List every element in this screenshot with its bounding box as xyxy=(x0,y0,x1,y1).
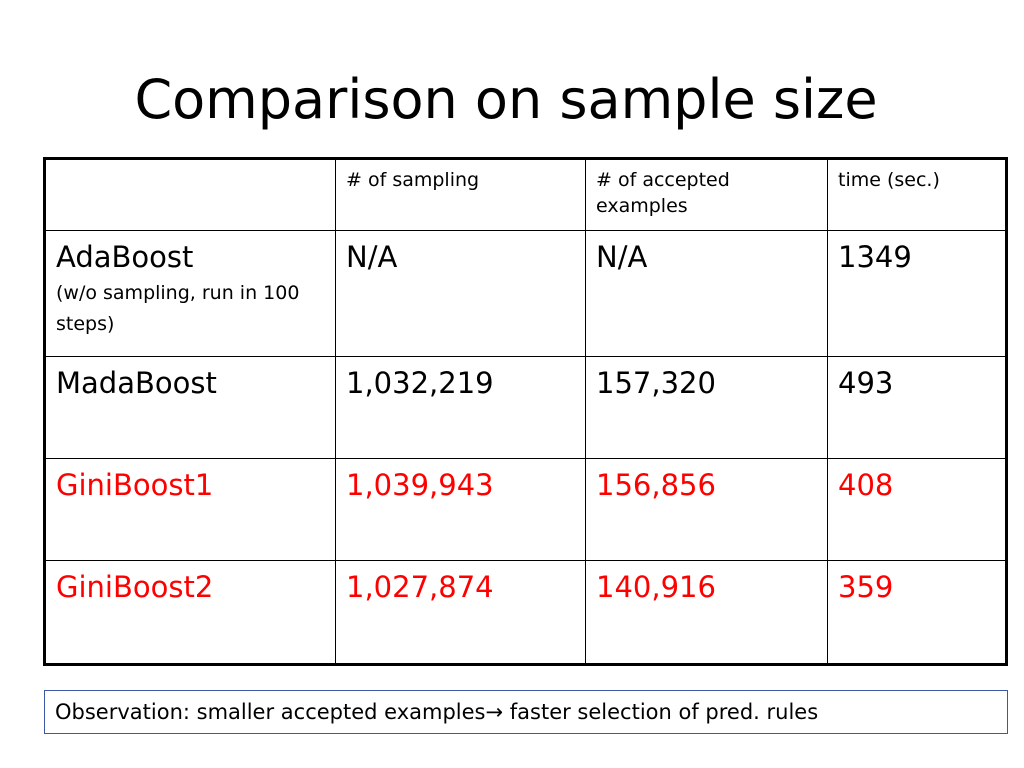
sampling-cell: 1,032,219 xyxy=(335,356,586,459)
accepted-cell: 156,856 xyxy=(585,458,828,561)
comparison-table: # of sampling # of accepted examples tim… xyxy=(43,157,1008,666)
method-cell: MadaBoost xyxy=(44,356,336,459)
table-row: AdaBoost (w/o sampling, run in 100 steps… xyxy=(44,230,1007,357)
accepted-cell: 140,916 xyxy=(585,560,828,665)
header-cell-empty xyxy=(44,158,336,231)
sampling-cell: 1,027,874 xyxy=(335,560,586,665)
time-cell: 493 xyxy=(827,356,1007,459)
table-row: MadaBoost 1,032,219 157,320 493 xyxy=(44,356,1007,459)
time-cell: 359 xyxy=(827,560,1007,665)
table-row-highlight: GiniBoost2 1,027,874 140,916 359 xyxy=(44,560,1007,665)
slide-title: Comparison on sample size xyxy=(134,68,878,131)
header-cell-time: time (sec.) xyxy=(827,158,1007,231)
method-note: (w/o sampling, run in 100 steps) xyxy=(56,282,300,335)
method-cell: AdaBoost (w/o sampling, run in 100 steps… xyxy=(44,230,336,357)
header-cell-accepted: # of accepted examples xyxy=(585,158,828,231)
sampling-cell: N/A xyxy=(335,230,586,357)
accepted-cell: 157,320 xyxy=(585,356,828,459)
time-cell: 1349 xyxy=(827,230,1007,357)
sampling-cell: 1,039,943 xyxy=(335,458,586,561)
time-cell: 408 xyxy=(827,458,1007,561)
observation-box: Observation: smaller accepted examples→ … xyxy=(44,690,1008,734)
accepted-cell: N/A xyxy=(585,230,828,357)
header-cell-sampling: # of sampling xyxy=(335,158,586,231)
method-cell: GiniBoost2 xyxy=(44,560,336,665)
method-name: AdaBoost xyxy=(56,240,194,274)
table-row-highlight: GiniBoost1 1,039,943 156,856 408 xyxy=(44,458,1007,561)
method-cell: GiniBoost1 xyxy=(44,458,336,561)
table-header-row: # of sampling # of accepted examples tim… xyxy=(44,158,1007,231)
